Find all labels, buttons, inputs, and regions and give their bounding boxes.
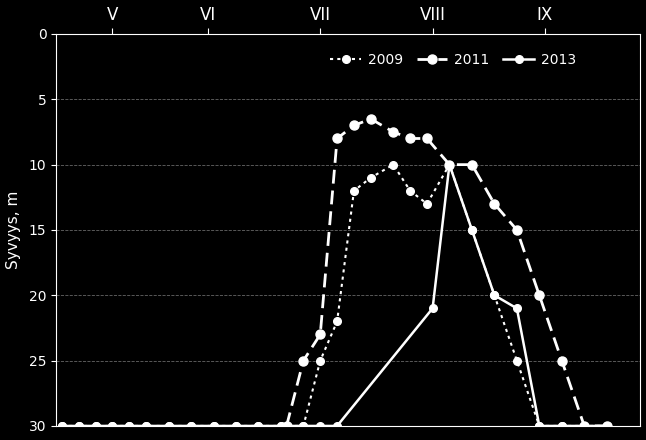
2011 [580, 423, 588, 429]
2013 [558, 423, 566, 429]
2009 [468, 227, 476, 233]
2013 [429, 306, 437, 311]
2009 [513, 358, 521, 363]
2013 [125, 423, 133, 429]
Line: 2013: 2013 [58, 161, 610, 430]
2013 [603, 423, 610, 429]
2013 [142, 423, 150, 429]
2009 [446, 162, 453, 167]
2009 [187, 423, 195, 429]
2011 [367, 116, 375, 121]
2011 [333, 136, 341, 141]
2009 [423, 201, 431, 206]
2013 [75, 423, 83, 429]
2009 [58, 423, 66, 429]
2009 [142, 423, 150, 429]
2013 [165, 423, 172, 429]
2009 [350, 188, 358, 194]
2009 [210, 423, 218, 429]
2011 [558, 358, 566, 363]
2011 [406, 136, 414, 141]
2013 [109, 423, 116, 429]
2013 [277, 423, 285, 429]
2009 [603, 423, 610, 429]
2011 [423, 136, 431, 141]
2013 [513, 306, 521, 311]
2011 [468, 162, 476, 167]
2011 [446, 162, 453, 167]
2009 [580, 423, 588, 429]
2013 [490, 293, 498, 298]
2009 [255, 423, 262, 429]
2009 [317, 358, 324, 363]
2009 [232, 423, 240, 429]
2009 [300, 423, 307, 429]
Legend: 2009, 2011, 2013: 2009, 2011, 2013 [326, 49, 580, 71]
2009 [109, 423, 116, 429]
2011 [300, 358, 307, 363]
2009 [277, 423, 285, 429]
2013 [333, 423, 341, 429]
2013 [92, 423, 99, 429]
2009 [390, 162, 397, 167]
2013 [536, 423, 543, 429]
2009 [333, 319, 341, 324]
2013 [446, 162, 453, 167]
2013 [210, 423, 218, 429]
2009 [367, 175, 375, 180]
2011 [536, 293, 543, 298]
2013 [580, 423, 588, 429]
2011 [513, 227, 521, 233]
2009 [92, 423, 99, 429]
2011 [390, 129, 397, 135]
2011 [317, 332, 324, 337]
2009 [165, 423, 172, 429]
2009 [406, 188, 414, 194]
Y-axis label: Syvyys, m: Syvyys, m [6, 191, 21, 269]
2013 [468, 227, 476, 233]
2013 [232, 423, 240, 429]
Line: 2009: 2009 [58, 161, 610, 430]
2011 [603, 423, 610, 429]
2013 [187, 423, 195, 429]
2009 [125, 423, 133, 429]
2011 [283, 423, 291, 429]
Line: 2011: 2011 [282, 114, 611, 430]
2009 [75, 423, 83, 429]
2009 [536, 423, 543, 429]
2013 [58, 423, 66, 429]
2009 [558, 423, 566, 429]
2013 [317, 423, 324, 429]
2013 [255, 423, 262, 429]
2009 [490, 293, 498, 298]
2013 [300, 423, 307, 429]
2011 [350, 123, 358, 128]
2011 [490, 201, 498, 206]
